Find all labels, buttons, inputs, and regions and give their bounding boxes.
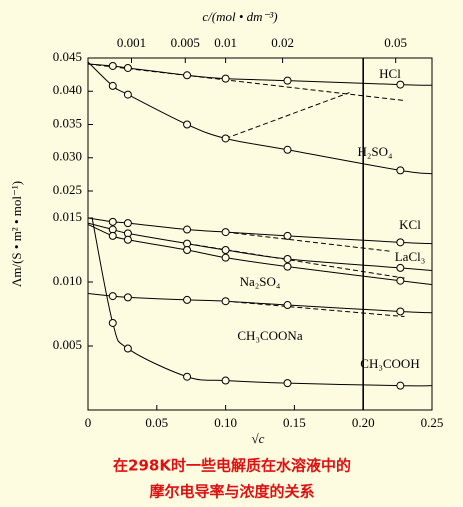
y-tick-label: 0.005 [53,337,82,352]
data-point [283,254,292,263]
series-label: H₂SO₄ [357,144,393,159]
data-point [283,301,292,310]
x2-tick-label: 0.001 [117,35,146,50]
data-point [283,145,292,154]
y-axis-title: Λm/(S • m² • mol⁻¹) [9,181,24,287]
series-label: CH₃COONa [237,328,302,343]
data-point [283,231,292,240]
top-axis-title: c/(mol • dm⁻³) [202,9,277,24]
data-point [396,80,405,89]
data-point [183,295,192,304]
data-point [221,376,230,385]
x-tick-label: 0.05 [145,415,168,430]
data-point [123,344,132,353]
data-point [123,63,132,72]
data-point [123,219,132,228]
data-point [123,293,132,302]
data-point [183,120,192,129]
data-point [183,71,192,80]
data-point [221,134,230,143]
data-point [108,292,117,301]
data-point [396,381,405,390]
x2-tick-label: 0.05 [384,35,407,50]
data-point [396,166,405,175]
data-point [396,307,405,316]
curve [87,293,433,314]
series-label: HCl [379,66,401,81]
data-point [283,76,292,85]
y-tick-label: 0.045 [53,49,82,64]
caption-line: 在298K时一些电解质在水溶液中的 [113,457,351,475]
data-point [396,238,405,247]
data-point [221,74,230,83]
data-point [221,253,230,262]
x-tick-label: 0 [85,415,92,430]
x-tick-label: 0.15 [283,415,306,430]
data-point [183,225,192,234]
data-point [108,61,117,70]
data-point [221,246,230,254]
limiting-line [225,231,391,252]
data-point [221,228,230,237]
data-point [283,262,292,271]
x2-tick-label: 0.01 [214,35,237,50]
data-point [221,297,230,306]
x2-tick-label: 0.02 [271,35,294,50]
x-tick-label: 0.25 [421,415,444,430]
data-point [123,90,132,99]
y-tick-label: 0.010 [53,273,82,288]
x-tick-label: 0.20 [352,415,375,430]
series-label: Na₂SO₄ [240,274,281,289]
data-point [396,276,405,285]
x2-tick-label: 0.005 [171,35,200,50]
plot-frame [87,57,433,411]
limiting-line [225,300,405,318]
x-axis-title: √c [252,431,265,446]
data-point [183,246,192,254]
data-point [283,379,292,388]
data-point [108,318,117,327]
series-label: LaCl₃ [395,249,426,264]
data-point [396,263,405,272]
data-point [108,217,117,226]
y-tick-label: 0.030 [53,149,82,164]
y-tick-label: 0.040 [53,82,82,97]
data-point [108,231,117,240]
series-label: CH₃COOH [360,356,419,371]
data-point [123,235,132,244]
curve [87,217,433,245]
data-point [108,81,117,90]
y-tick-label: 0.035 [53,115,82,130]
series-label: KCl [399,217,421,232]
data-point [183,372,192,381]
y-tick-label: 0.025 [53,182,82,197]
limiting-line [225,92,350,139]
limiting-line [87,63,405,102]
x-tick-label: 0.10 [214,415,237,430]
y-tick-label: 0.015 [53,209,82,224]
caption-line: 摩尔电导率与浓度的关系 [149,483,314,501]
